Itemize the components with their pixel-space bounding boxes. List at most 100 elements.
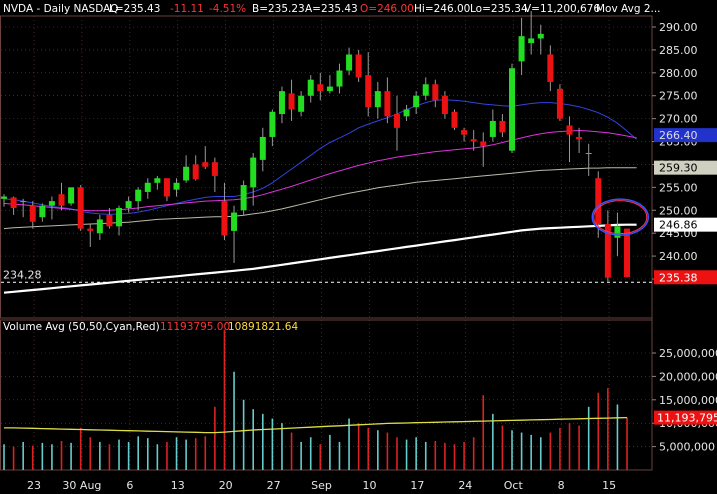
- candle-body: [556, 88, 563, 119]
- date-tick-label: Oct: [504, 479, 524, 492]
- candle: [173, 178, 180, 197]
- candle: [566, 116, 573, 163]
- symbol: NVDA: [3, 3, 34, 15]
- candle-body: [576, 136, 583, 140]
- candle: [250, 153, 257, 206]
- date-tick-label: 6: [126, 479, 133, 492]
- candle-body: [393, 114, 400, 128]
- high-price: Hi=246.00: [414, 3, 470, 15]
- last-price: L=235.43: [109, 3, 160, 15]
- candle-body: [547, 54, 554, 82]
- candle: [96, 214, 103, 241]
- candle: [432, 79, 439, 108]
- candle: [576, 127, 583, 153]
- change-percent: -4.51%: [209, 3, 246, 15]
- candle-body: [413, 95, 420, 108]
- candle: [231, 205, 238, 263]
- candle: [422, 77, 429, 101]
- ask-price: A=235.43: [305, 3, 358, 15]
- candle-body: [355, 54, 362, 78]
- volume-header-label: Volume Avg (50,50,Cyan,Red): [3, 321, 160, 333]
- candle: [154, 175, 161, 190]
- candle: [87, 224, 94, 247]
- tag-last-price-bg: [654, 270, 717, 285]
- grid-lines: [1, 16, 652, 470]
- date-tick-label: 27: [267, 479, 281, 492]
- volume-value: V=11,200,676: [524, 3, 600, 15]
- candle: [384, 77, 391, 124]
- candle-body: [336, 70, 343, 87]
- candle: [556, 84, 563, 121]
- candle: [365, 52, 372, 117]
- tag-ma-white: 246.86: [659, 219, 698, 232]
- candle-body: [192, 164, 199, 180]
- tag-ma-blue-bg: [654, 128, 717, 143]
- candle-body: [585, 153, 592, 154]
- candle: [461, 127, 468, 142]
- candle-body: [106, 214, 113, 227]
- interval: Daily: [44, 3, 71, 15]
- volume-bars: [3, 329, 628, 470]
- candle: [58, 182, 65, 211]
- volume-tick-label: 25,000,000: [659, 347, 717, 360]
- candle: [451, 109, 458, 131]
- candle: [68, 187, 75, 206]
- candle-body: [365, 75, 372, 108]
- header-separator: -: [33, 3, 43, 15]
- candle: [288, 79, 295, 121]
- low-marker-label: 234.28: [3, 268, 42, 281]
- highlight-ellipse: [591, 198, 650, 236]
- candle: [10, 196, 17, 215]
- price-tick-label: 280.00: [659, 67, 698, 80]
- volume-tick-label: 15,000,000: [659, 394, 717, 407]
- date-tick-label: 8: [558, 479, 565, 492]
- candle: [336, 63, 343, 94]
- candle-body: [566, 125, 573, 135]
- candle: [547, 45, 554, 92]
- candle: [518, 17, 525, 76]
- candle: [298, 91, 305, 117]
- candle-body: [240, 185, 247, 211]
- candle: [470, 130, 477, 151]
- candle-body: [29, 205, 36, 222]
- candle: [202, 146, 209, 170]
- volume-average: [4, 416, 628, 434]
- candle-body: [202, 162, 209, 167]
- candle-body: [259, 136, 266, 160]
- candle-body: [451, 111, 458, 128]
- candle: [48, 196, 55, 220]
- candle-body: [87, 228, 94, 231]
- price-tick-label: 290.00: [659, 21, 698, 34]
- candle-body: [432, 84, 439, 101]
- candle: [259, 127, 266, 172]
- candle-body: [278, 91, 285, 115]
- candle-body: [68, 187, 75, 204]
- candle: [77, 185, 84, 231]
- candle: [413, 91, 420, 115]
- change-value: -11.11: [170, 3, 204, 15]
- candle-body: [39, 205, 46, 218]
- volume-tag: 11,193,795: [654, 410, 717, 425]
- candle-body: [298, 95, 305, 112]
- candle: [537, 24, 544, 55]
- candle-body: [422, 84, 429, 96]
- candle-body: [614, 226, 621, 238]
- candle-body: [221, 201, 228, 236]
- candle-body: [77, 187, 84, 229]
- price-tick-label: 250.00: [659, 204, 698, 217]
- candle: [144, 178, 151, 199]
- candle: [221, 182, 228, 241]
- candle-body: [489, 120, 496, 137]
- candle-body: [374, 91, 381, 108]
- candle-body: [231, 212, 238, 231]
- date-tick-label: 24: [458, 479, 472, 492]
- candle-body: [58, 194, 65, 206]
- candle: [441, 91, 448, 119]
- candle-body: [403, 109, 410, 117]
- candle: [163, 178, 170, 202]
- candle: [278, 86, 285, 124]
- candle: [604, 210, 611, 282]
- volume-tick-label: 20,000,000: [659, 370, 717, 383]
- candle-body: [528, 38, 535, 44]
